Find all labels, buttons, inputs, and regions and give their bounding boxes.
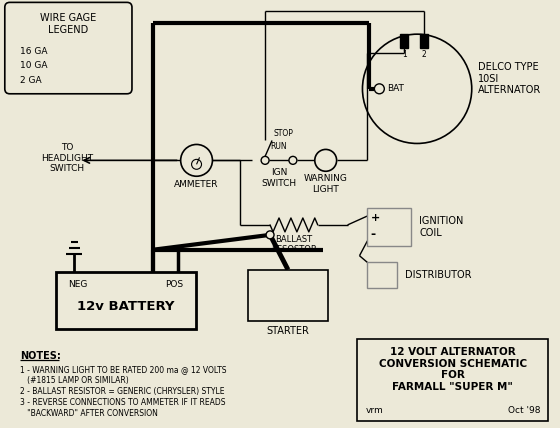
Circle shape: [181, 145, 212, 176]
Text: 3 - REVERSE CONNECTIONS TO AMMETER IF IT READS: 3 - REVERSE CONNECTIONS TO AMMETER IF IT…: [20, 398, 225, 407]
Bar: [420, 34, 428, 48]
Text: 1: 1: [402, 50, 407, 59]
Text: TO
HEADLIGHT
SWITCH: TO HEADLIGHT SWITCH: [41, 143, 94, 173]
Text: BAT: BAT: [388, 84, 404, 93]
Text: DISTRIBUTOR: DISTRIBUTOR: [405, 270, 472, 279]
Text: POS: POS: [166, 279, 184, 288]
Text: 12v BATTERY: 12v BATTERY: [77, 300, 175, 313]
Text: NOTES:: NOTES:: [20, 351, 60, 361]
Circle shape: [261, 156, 269, 164]
Bar: [367, 208, 411, 246]
Text: 1 - WARNING LIGHT TO BE RATED 200 ma @ 12 VOLTS: 1 - WARNING LIGHT TO BE RATED 200 ma @ 1…: [20, 365, 226, 374]
Text: -: -: [370, 228, 376, 241]
Text: Oct '98: Oct '98: [508, 406, 540, 415]
Text: (#1815 LAMP OR SIMILAR): (#1815 LAMP OR SIMILAR): [20, 376, 128, 385]
Text: 2: 2: [422, 50, 426, 59]
Circle shape: [362, 34, 472, 143]
Text: 10 GA: 10 GA: [20, 62, 47, 71]
Text: IGN
SWITCH: IGN SWITCH: [262, 168, 297, 188]
Text: STOP: STOP: [273, 130, 293, 139]
Text: IGNITION
COIL: IGNITION COIL: [419, 216, 464, 238]
Text: 12 VOLT ALTERNATOR
CONVERSION SCHEMATIC
FOR
FARMALL "SUPER M": 12 VOLT ALTERNATOR CONVERSION SCHEMATIC …: [379, 347, 527, 392]
Circle shape: [266, 231, 274, 239]
Text: RUN: RUN: [270, 143, 287, 152]
Text: 2 GA: 2 GA: [20, 76, 41, 85]
Text: WIRE GAGE
LEGEND: WIRE GAGE LEGEND: [40, 13, 96, 35]
Text: 16 GA: 16 GA: [20, 47, 47, 56]
Circle shape: [375, 84, 384, 94]
FancyBboxPatch shape: [5, 3, 132, 94]
Circle shape: [289, 156, 297, 164]
Text: DELCO TYPE
10SI
ALTERNATOR: DELCO TYPE 10SI ALTERNATOR: [478, 62, 541, 95]
Text: NEG: NEG: [68, 279, 88, 288]
Text: "BACKWARD" AFTER CONVERSION: "BACKWARD" AFTER CONVERSION: [20, 409, 157, 418]
Bar: [357, 339, 548, 421]
Bar: [400, 34, 408, 48]
Text: vrm: vrm: [366, 406, 383, 415]
Bar: [57, 272, 195, 329]
Circle shape: [315, 149, 337, 171]
Text: AMMETER: AMMETER: [174, 180, 219, 189]
Text: WARNING
LIGHT: WARNING LIGHT: [304, 174, 348, 193]
Bar: [248, 270, 328, 321]
Text: 2 - BALLAST RESISTOR = GENERIC (CHRYSLER) STYLE: 2 - BALLAST RESISTOR = GENERIC (CHRYSLER…: [20, 387, 224, 396]
Circle shape: [192, 159, 202, 169]
Bar: [367, 262, 397, 288]
Text: STARTER: STARTER: [267, 326, 309, 336]
Text: +: +: [370, 213, 380, 223]
Text: BALLAST
RESOSTOR: BALLAST RESOSTOR: [271, 235, 317, 254]
